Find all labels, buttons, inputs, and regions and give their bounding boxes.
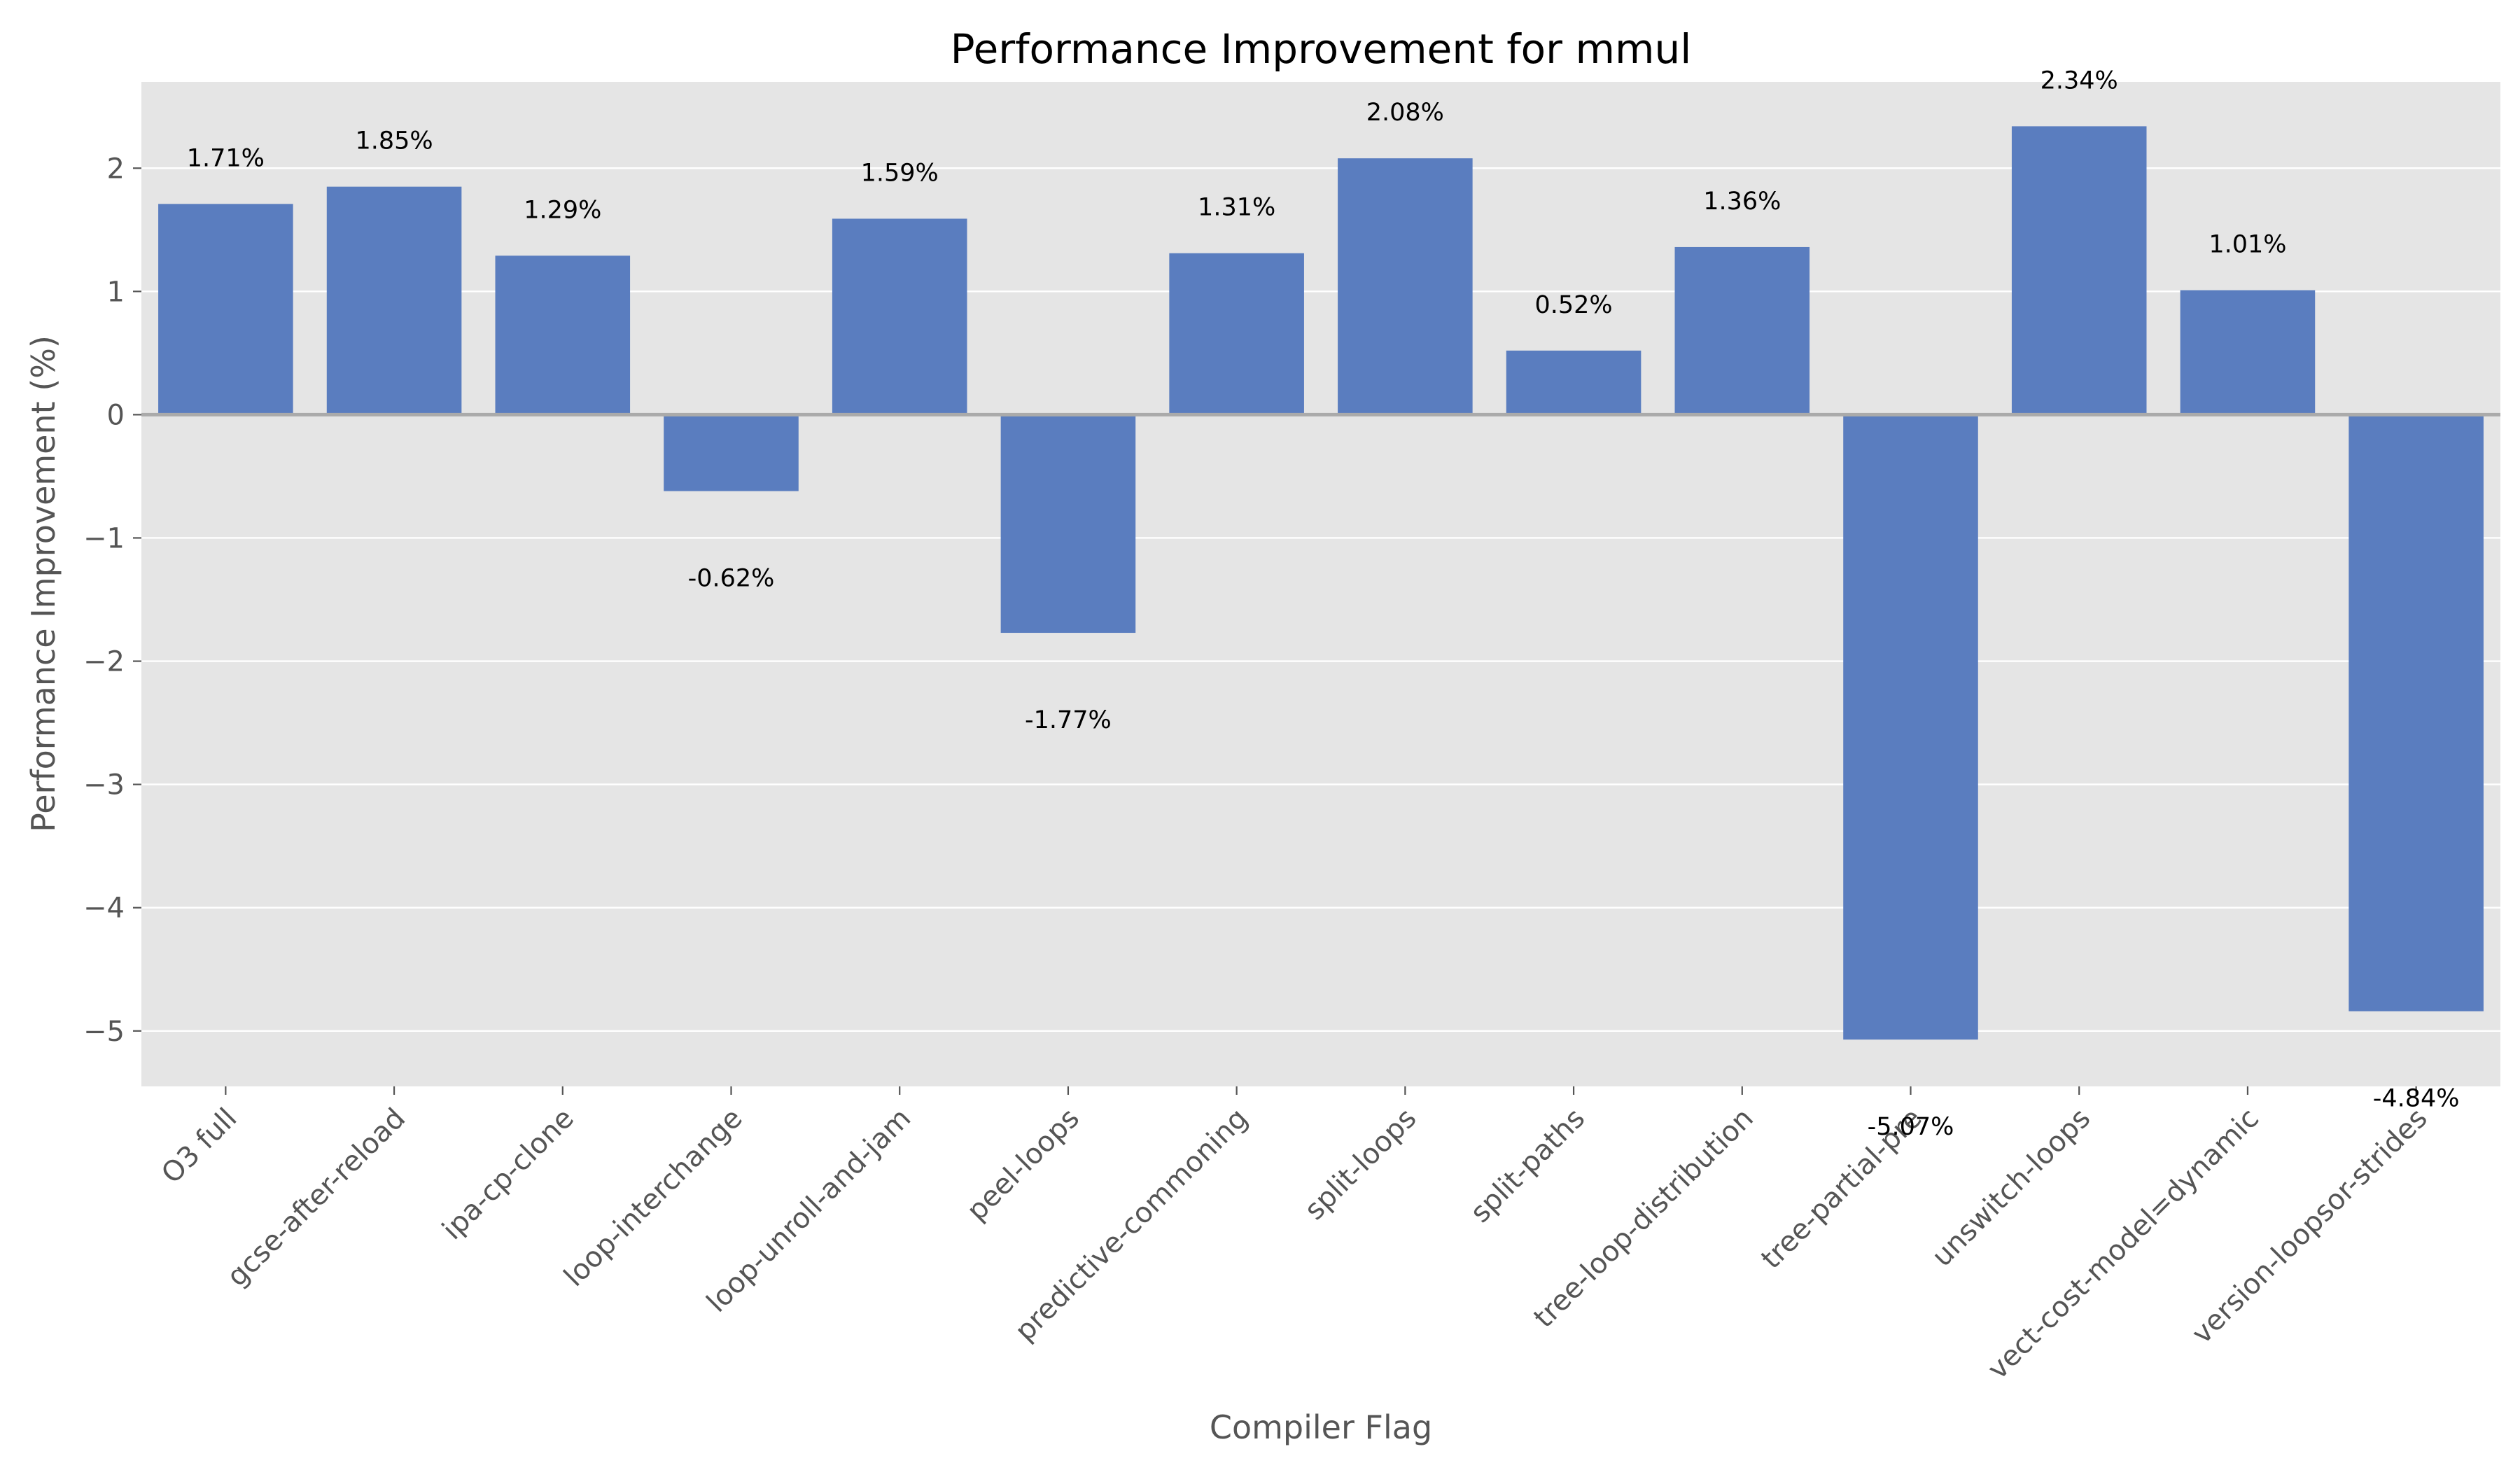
x-tick-label: loop-interchange	[558, 1102, 749, 1294]
y-tick-label: −4	[83, 892, 125, 925]
bar-value-label: -0.62%	[688, 565, 775, 593]
bar-value-label: 1.31%	[1198, 194, 1275, 222]
bar	[1338, 158, 1473, 415]
bar	[1843, 414, 1978, 1040]
bar-value-label: 2.08%	[1366, 99, 1444, 127]
y-tick-label: 0	[107, 399, 125, 431]
bar	[1000, 414, 1136, 634]
bar	[664, 414, 799, 491]
bar	[1674, 246, 1810, 415]
x-tick-label: O3 full	[155, 1102, 243, 1190]
bar	[1169, 253, 1304, 415]
bar	[158, 204, 293, 415]
bar-value-label: 1.29%	[524, 196, 601, 224]
y-tick-label: −3	[83, 769, 125, 802]
y-tick-label: 2	[107, 153, 125, 185]
y-axis-label: Performance Improvement (%)	[24, 335, 62, 832]
bars	[158, 126, 2484, 1040]
bar	[2180, 290, 2316, 415]
x-tick-label: vect-cost-model=dynamic	[1982, 1102, 2265, 1386]
x-tick-label: split-paths	[1464, 1102, 1591, 1229]
bar-value-label: -1.77%	[1025, 706, 1112, 734]
bar-value-label: -4.84%	[2373, 1085, 2460, 1113]
x-tick-label: ipa-cp-clone	[436, 1102, 580, 1247]
bar	[2348, 414, 2484, 1011]
bar-value-label: 2.34%	[2040, 66, 2118, 94]
bar-value-label: 1.71%	[187, 144, 265, 172]
chart-title: Performance Improvement for mmul	[951, 25, 1692, 73]
bar	[326, 186, 462, 415]
bar-value-label: 1.36%	[1703, 188, 1781, 216]
bar-value-label: 0.52%	[1534, 291, 1612, 319]
x-tick-label: peel-loops	[960, 1102, 1086, 1228]
bar	[1506, 350, 1642, 415]
y-axis-ticks: 2 1 0 −1 −2 −3 −4 −5	[83, 153, 141, 1048]
bar-value-label: 1.85%	[355, 127, 433, 155]
bar	[2011, 126, 2147, 415]
y-tick-label: −5	[83, 1016, 125, 1048]
x-tick-label: gcse-after-reload	[221, 1102, 412, 1294]
bar-value-label: 1.01%	[2208, 231, 2286, 259]
bar-value-labels: 1.71% 1.85% 1.29% -0.62% 1.59% -1.77% 1.31% 2.0…	[187, 66, 2460, 1141]
x-tick-label: split-loops	[1298, 1102, 1422, 1226]
y-tick-label: 1	[107, 276, 125, 308]
bar-value-label: 1.59%	[861, 159, 939, 187]
y-tick-label: −2	[83, 646, 125, 678]
bar	[495, 255, 631, 415]
bar-value-label: -5.07%	[1868, 1113, 1954, 1141]
y-tick-label: −1	[83, 522, 125, 554]
x-axis-label: Compiler Flag	[1210, 1408, 1432, 1446]
bar	[832, 218, 967, 415]
